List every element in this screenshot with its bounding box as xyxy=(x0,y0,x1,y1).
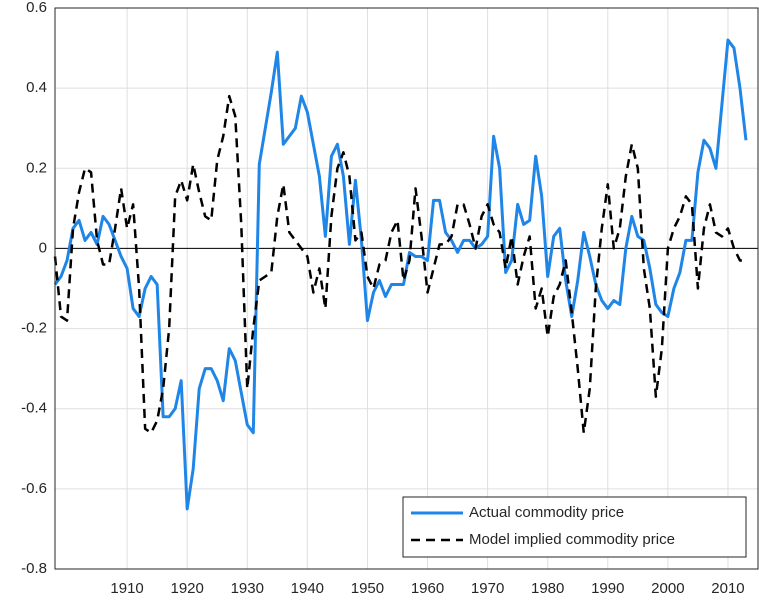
x-tick-label: 2010 xyxy=(711,580,744,597)
y-tick-label: 0.2 xyxy=(26,159,47,176)
plot-frame xyxy=(54,7,759,570)
data-line xyxy=(53,94,746,435)
x-tick-label: 1990 xyxy=(591,580,624,597)
legend-label: Model implied commodity price xyxy=(469,531,675,548)
x-tick-label: 1980 xyxy=(531,580,564,597)
legend: Actual commodity price Model implied comm… xyxy=(402,496,747,558)
y-tick-label: -0.2 xyxy=(21,320,47,337)
x-tick-label: 1940 xyxy=(291,580,324,597)
legend-box xyxy=(402,496,747,558)
y-tick-label: 0.6 xyxy=(26,0,47,16)
x-tick-label: 1920 xyxy=(171,580,204,597)
data-line xyxy=(53,38,748,511)
legend-label: Actual commodity price xyxy=(469,504,624,521)
x-tick-label: 1950 xyxy=(351,580,384,597)
y-tick-label: -0.8 xyxy=(21,560,47,577)
x-tick-label: 2000 xyxy=(651,580,684,597)
x-tick-label: 1960 xyxy=(411,580,444,597)
x-tick-label: 1930 xyxy=(231,580,264,597)
y-tick-label: -0.6 xyxy=(21,480,47,497)
x-tick-label: 1910 xyxy=(110,580,143,597)
y-tick-label: 0 xyxy=(39,239,47,256)
y-tick-label: 0.4 xyxy=(26,79,47,96)
y-tick-label: -0.4 xyxy=(21,400,47,417)
x-tick-label: 1970 xyxy=(471,580,504,597)
